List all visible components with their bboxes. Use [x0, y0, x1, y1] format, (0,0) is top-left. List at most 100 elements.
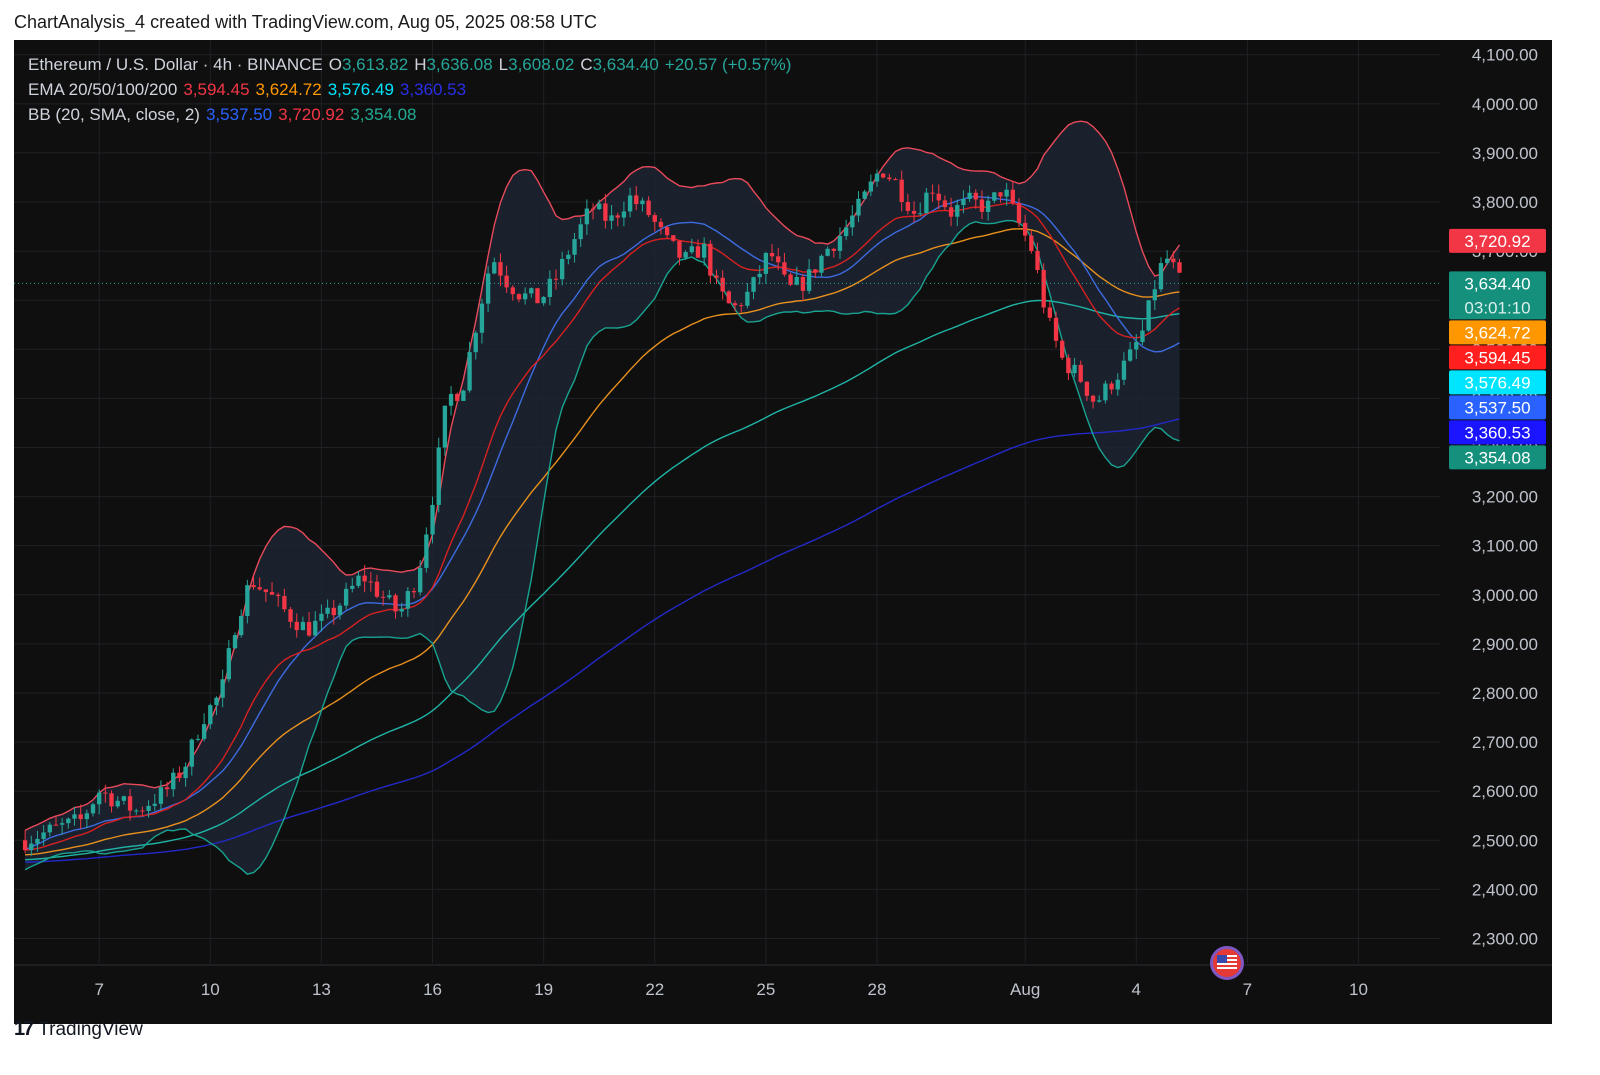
- chart-legend: Ethereum / U.S. Dollar · 4h · BINANCE O3,…: [28, 52, 797, 127]
- candle: [652, 212, 657, 232]
- candle-body: [288, 609, 293, 622]
- candle-body: [973, 192, 978, 200]
- candle-body: [1004, 189, 1009, 197]
- date-tick-label: 10: [1349, 980, 1368, 999]
- candle: [22, 830, 28, 854]
- price-tag: 3,360.53: [1449, 420, 1546, 445]
- candle: [874, 169, 880, 187]
- tradingview-footer: 17 TradingView: [14, 1018, 143, 1041]
- candle: [47, 822, 52, 837]
- legend-ohlc-row: Ethereum / U.S. Dollar · 4h · BINANCE O3,…: [28, 52, 797, 77]
- price-chart[interactable]: 4,100.004,000.003,900.003,800.003,700.00…: [14, 40, 1552, 1024]
- candle: [1004, 182, 1009, 206]
- candle-body: [887, 177, 892, 180]
- candle-body: [208, 705, 213, 725]
- candle-body: [72, 814, 77, 819]
- candle-body: [1023, 222, 1028, 236]
- legend-open: 3,613.82: [342, 55, 409, 74]
- price-tag-bg: [1449, 345, 1546, 370]
- candle: [720, 270, 725, 300]
- candle-body: [22, 840, 28, 851]
- candle: [856, 191, 861, 223]
- candle-body: [41, 832, 46, 839]
- candle: [769, 244, 775, 261]
- candle-body: [899, 179, 904, 202]
- candle-body: [380, 596, 386, 598]
- date-tick-label: 7: [94, 980, 103, 999]
- candle-body: [343, 588, 349, 606]
- candle-body: [442, 405, 448, 448]
- candle-body: [485, 273, 491, 304]
- candle-body: [146, 805, 151, 811]
- candle: [751, 276, 756, 300]
- candle: [350, 577, 355, 593]
- candle: [1090, 394, 1096, 409]
- candle-body: [652, 215, 657, 222]
- candle-body: [646, 200, 651, 216]
- price-tag: 3,537.50: [1449, 395, 1546, 420]
- candle: [806, 259, 812, 294]
- candle: [461, 389, 466, 402]
- candle-body: [411, 591, 417, 593]
- candle-body: [455, 393, 460, 401]
- candle-body: [1177, 262, 1182, 273]
- candle: [1041, 263, 1046, 314]
- candle: [368, 572, 373, 592]
- candle-body: [1146, 300, 1151, 331]
- candle-body: [1171, 258, 1176, 263]
- candle: [881, 172, 886, 179]
- candle: [152, 793, 157, 811]
- candle: [1171, 251, 1176, 269]
- candle-body: [418, 567, 423, 593]
- chart-panel[interactable]: 4,100.004,000.003,900.003,800.003,700.00…: [14, 40, 1552, 1024]
- candle: [1103, 380, 1108, 404]
- candle: [1164, 250, 1170, 266]
- candle-body: [788, 274, 793, 285]
- candle-body: [78, 814, 83, 820]
- candle: [103, 784, 108, 803]
- legend-ema200: 3,360.53: [399, 80, 467, 99]
- candle: [1097, 395, 1102, 403]
- candle: [658, 218, 664, 235]
- candle: [127, 789, 133, 821]
- candle-body: [985, 200, 991, 212]
- candle: [504, 265, 509, 293]
- candle: [164, 781, 170, 797]
- candle: [393, 593, 398, 619]
- candle: [868, 174, 873, 197]
- chart-grid: [14, 40, 1552, 1024]
- bollinger-band-fill: [25, 121, 1180, 875]
- candle-body: [516, 294, 522, 300]
- candle: [1115, 373, 1120, 396]
- candle: [177, 766, 182, 782]
- candle: [35, 830, 40, 852]
- candle: [788, 272, 793, 287]
- candle-body: [745, 291, 750, 306]
- candle: [473, 330, 478, 360]
- candle-body: [590, 208, 596, 210]
- candle: [726, 290, 732, 304]
- legend-bb-row: BB (20, SMA, close, 2) 3,537.50 3,720.92 3,…: [28, 102, 797, 127]
- chart-background: [14, 40, 1552, 1024]
- candle: [794, 266, 799, 286]
- candle: [992, 191, 997, 204]
- candle: [597, 199, 602, 210]
- legend-symbol: Ethereum / U.S. Dollar · 4h · BINANCE: [28, 55, 323, 74]
- candle-body: [251, 585, 256, 588]
- last-price-tag-bg: [1449, 271, 1546, 320]
- candle-body: [769, 252, 775, 257]
- candle: [572, 232, 577, 263]
- candle-body: [59, 823, 65, 825]
- candle: [232, 632, 238, 649]
- candle: [918, 202, 923, 216]
- candle: [418, 560, 423, 596]
- candle: [1158, 257, 1164, 292]
- candle: [1010, 180, 1015, 206]
- candle-body: [35, 838, 40, 844]
- candle: [677, 240, 682, 266]
- candle: [214, 696, 219, 716]
- us-flag-event-icon[interactable]: [1210, 946, 1244, 980]
- candle: [862, 189, 867, 200]
- bollinger-band-area: [25, 121, 1180, 875]
- candle-body: [294, 621, 299, 631]
